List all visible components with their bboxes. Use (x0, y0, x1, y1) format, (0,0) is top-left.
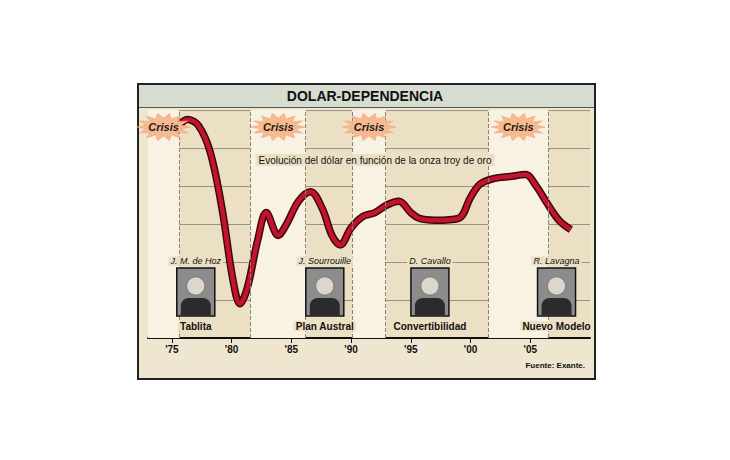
svg-text:Crisis: Crisis (354, 121, 385, 133)
svg-text:D. Cavallo: D. Cavallo (409, 256, 451, 266)
svg-text:Fuente:: Fuente: (525, 361, 554, 370)
svg-text:Plan Austral: Plan Austral (296, 321, 354, 332)
svg-text:'05: '05 (524, 344, 538, 355)
svg-text:Tablita: Tablita (180, 321, 212, 332)
svg-text:'00: '00 (464, 344, 478, 355)
svg-text:Evolución del dólar en función: Evolución del dólar en función de la onz… (259, 155, 492, 166)
svg-text:J. M. de Hoz: J. M. de Hoz (170, 256, 222, 266)
svg-text:'85: '85 (285, 344, 299, 355)
svg-text:DOLAR-DEPENDENCIA: DOLAR-DEPENDENCIA (287, 88, 443, 104)
svg-text:Crisis: Crisis (263, 121, 294, 133)
svg-text:'90: '90 (344, 344, 358, 355)
svg-text:Nuevo Modelo: Nuevo Modelo (522, 321, 590, 332)
svg-text:J. Sourrouille: J. Sourrouille (298, 256, 352, 266)
svg-text:Exante.: Exante. (557, 361, 585, 370)
svg-text:Crisis: Crisis (148, 121, 179, 133)
svg-text:'80: '80 (225, 344, 239, 355)
svg-text:Crisis: Crisis (503, 121, 534, 133)
svg-text:'75: '75 (165, 344, 179, 355)
svg-text:'95: '95 (404, 344, 418, 355)
svg-text:Convertibilidad: Convertibilidad (394, 321, 467, 332)
svg-text:R. Lavagna: R. Lavagna (534, 256, 580, 266)
